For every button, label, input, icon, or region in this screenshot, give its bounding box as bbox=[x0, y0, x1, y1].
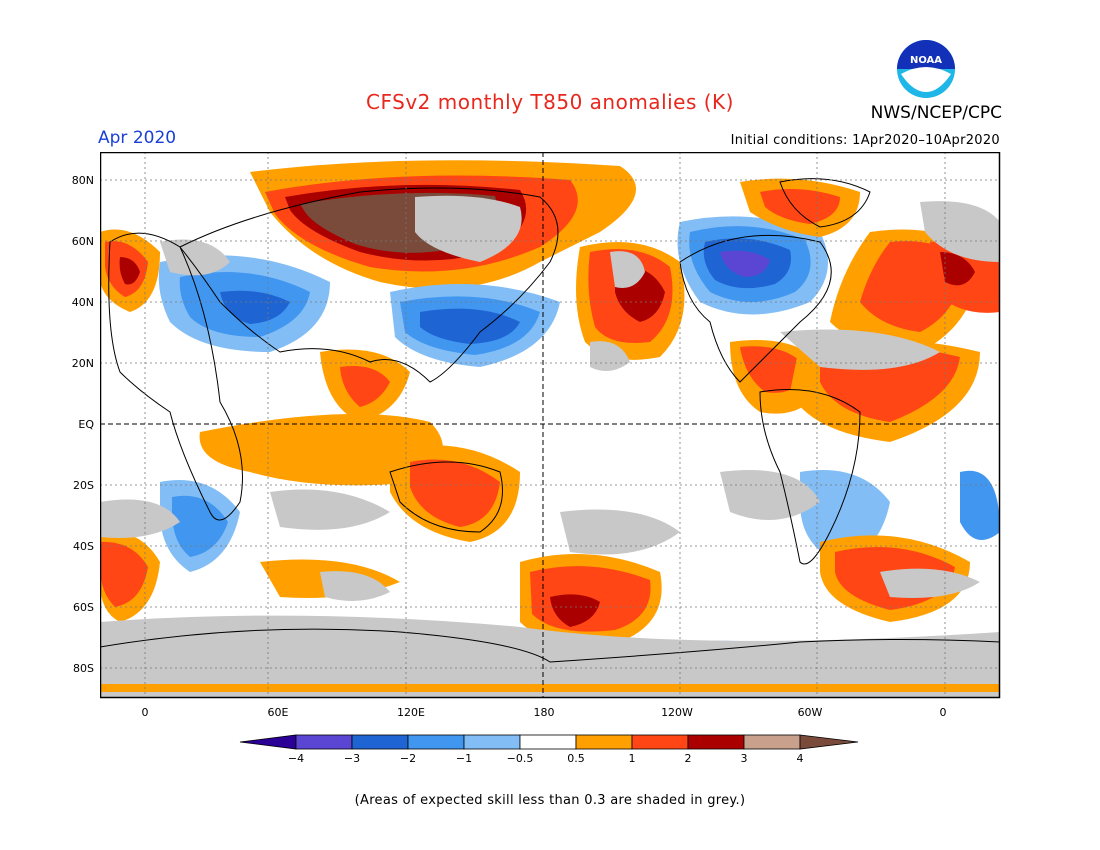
colorbar-cell bbox=[351, 734, 409, 750]
colorbar-cell bbox=[295, 734, 353, 750]
initial-conditions-label: Initial conditions: 1Apr2020–10Apr2020 bbox=[730, 133, 1000, 148]
skill-note: (Areas of expected skill less than 0.3 a… bbox=[354, 793, 746, 808]
lon-label-120w: 120W bbox=[661, 706, 693, 719]
colorbar-label: −1 bbox=[455, 752, 473, 765]
lon-label-60e: 60E bbox=[267, 706, 289, 719]
lon-label-180: 180 bbox=[533, 706, 555, 719]
noaa-logo-text: NOAA bbox=[910, 55, 942, 66]
colorbar-label: −2 bbox=[399, 752, 417, 765]
colorbar-label: 3 bbox=[740, 752, 748, 765]
map-frame bbox=[100, 152, 1001, 699]
colorbar-max-arrow bbox=[799, 734, 859, 750]
colorbar-cell bbox=[631, 734, 689, 750]
lat-label-eq: EQ bbox=[78, 418, 94, 431]
colorbar bbox=[239, 734, 859, 750]
org-label: NWS/NCEP/CPC bbox=[870, 103, 1002, 123]
colorbar-cell bbox=[743, 734, 801, 750]
colorbar-label: 4 bbox=[796, 752, 804, 765]
anomaly-field bbox=[100, 152, 1000, 698]
lat-label-40s: 40S bbox=[73, 540, 94, 553]
colorbar-cell bbox=[687, 734, 745, 750]
colorbar-min-arrow bbox=[239, 734, 297, 750]
lon-label-0-left: 0 bbox=[141, 706, 149, 719]
coastlines bbox=[100, 178, 1000, 663]
lat-label-60n: 60N bbox=[71, 235, 94, 248]
chart-title: CFSv2 monthly T850 anomalies (K) bbox=[366, 90, 734, 114]
lon-label-0-right: 0 bbox=[939, 706, 947, 719]
colorbar-label: −0.5 bbox=[506, 752, 534, 765]
colorbar-label: 1 bbox=[628, 752, 636, 765]
reference-lines bbox=[100, 152, 1000, 698]
lon-label-60w: 60W bbox=[797, 706, 823, 719]
lat-label-80n: 80N bbox=[71, 174, 94, 187]
colorbar-cell bbox=[463, 734, 521, 750]
lon-label-120e: 120E bbox=[397, 706, 425, 719]
lat-label-20n: 20N bbox=[71, 357, 94, 370]
colorbar-label: −4 bbox=[287, 752, 305, 765]
lat-label-60s: 60S bbox=[73, 601, 94, 614]
colorbar-cell bbox=[575, 734, 633, 750]
colorbar-cell bbox=[519, 734, 577, 750]
colorbar-label: −3 bbox=[343, 752, 361, 765]
period-label: Apr 2020 bbox=[98, 128, 177, 148]
colorbar-label: 2 bbox=[684, 752, 692, 765]
noaa-logo: NOAA bbox=[897, 40, 955, 98]
colorbar-cell bbox=[407, 734, 465, 750]
lat-label-20s: 20S bbox=[73, 479, 94, 492]
anomaly-map bbox=[100, 152, 1001, 699]
lat-label-40n: 40N bbox=[71, 296, 94, 309]
lat-label-80s: 80S bbox=[73, 662, 94, 675]
graticule bbox=[100, 152, 1000, 698]
colorbar-label: 0.5 bbox=[567, 752, 585, 765]
